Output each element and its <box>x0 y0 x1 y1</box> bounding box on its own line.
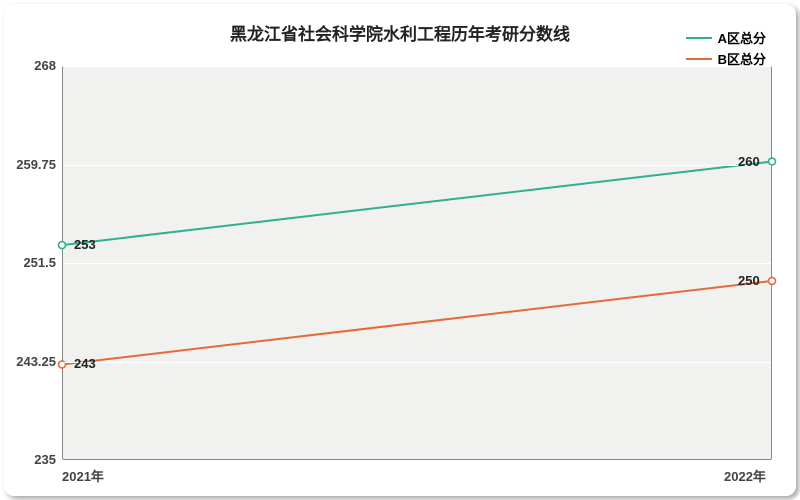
legend: A区总分B区总分 <box>686 28 766 70</box>
legend-swatch <box>686 37 712 39</box>
y-tick-label: 268 <box>34 58 56 73</box>
y-tick-label: 251.5 <box>23 255 56 270</box>
data-point-label: 243 <box>70 355 100 372</box>
gridline <box>63 165 771 166</box>
y-tick-label: 243.25 <box>16 354 56 369</box>
gridline <box>63 263 771 264</box>
legend-swatch <box>686 58 712 60</box>
x-tick-label: 2022年 <box>724 466 766 485</box>
chart-title: 黑龙江省社会科学院水利工程历年考研分数线 <box>0 20 800 45</box>
gridline <box>63 362 771 363</box>
legend-item: A区总分 <box>686 28 766 47</box>
y-tick-label: 259.75 <box>16 157 56 172</box>
gridline <box>63 66 771 67</box>
data-point-label: 253 <box>70 236 100 253</box>
data-point-label: 260 <box>734 153 764 170</box>
data-point-label: 250 <box>734 272 764 289</box>
legend-label: A区总分 <box>718 28 766 47</box>
y-tick-label: 235 <box>34 452 56 467</box>
x-tick-label: 2021年 <box>62 466 104 485</box>
chart-container: 黑龙江省社会科学院水利工程历年考研分数线 A区总分B区总分 235 243.25 2… <box>0 0 800 500</box>
